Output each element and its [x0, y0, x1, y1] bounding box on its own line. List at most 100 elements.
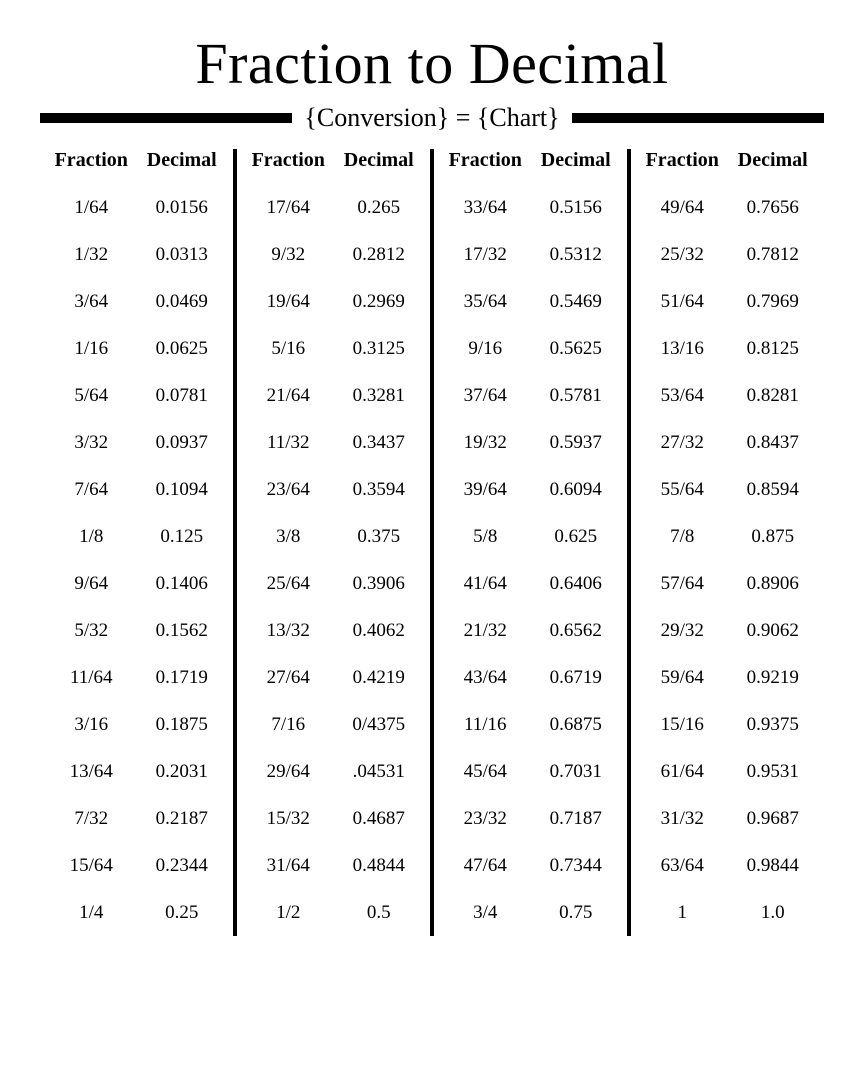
table-row: 1/20.5: [243, 889, 424, 936]
table-row: 7/160/4375: [243, 701, 424, 748]
decimal-cell: 0.7812: [728, 245, 819, 264]
decimal-cell: 0.75: [531, 903, 622, 922]
table-row: 13/640.2031: [46, 748, 227, 795]
fraction-cell: 1/64: [46, 198, 137, 217]
fraction-cell: 27/32: [637, 433, 728, 452]
fraction-cell: 1/8: [46, 527, 137, 546]
decimal-cell: 0.9219: [728, 668, 819, 687]
table-row: 1/640.0156: [46, 184, 227, 231]
decimal-cell: 0.7344: [531, 856, 622, 875]
decimal-cell: 0.5469: [531, 292, 622, 311]
conversion-chart: Fraction to Decimal {Conversion} = {Char…: [0, 0, 864, 966]
fraction-cell: 11/64: [46, 668, 137, 687]
fraction-cell: 25/64: [243, 574, 334, 593]
header-fraction: Fraction: [46, 149, 137, 172]
decimal-cell: 0.5312: [531, 245, 622, 264]
table-row: 5/80.625: [440, 513, 621, 560]
table-row: 19/320.5937: [440, 419, 621, 466]
fraction-cell: 55/64: [637, 480, 728, 499]
fraction-cell: 13/32: [243, 621, 334, 640]
header-decimal: Decimal: [137, 149, 228, 172]
table-row: 11.0: [637, 889, 818, 936]
decimal-cell: 0.1562: [137, 621, 228, 640]
decimal-cell: 0.2344: [137, 856, 228, 875]
fraction-cell: 9/16: [440, 339, 531, 358]
fraction-cell: 15/16: [637, 715, 728, 734]
table-row: 43/640.6719: [440, 654, 621, 701]
decimal-cell: 0.2031: [137, 762, 228, 781]
decimal-cell: 0.9687: [728, 809, 819, 828]
fraction-cell: 37/64: [440, 386, 531, 405]
table-row: 3/640.0469: [46, 278, 227, 325]
decimal-cell: 0.8125: [728, 339, 819, 358]
decimal-cell: 0.5: [334, 903, 425, 922]
table-row: 5/160.3125: [243, 325, 424, 372]
table-row: 1/80.125: [46, 513, 227, 560]
table-row: 33/640.5156: [440, 184, 621, 231]
decimal-cell: 0.2812: [334, 245, 425, 264]
table-row: 3/40.75: [440, 889, 621, 936]
fraction-cell: 17/64: [243, 198, 334, 217]
decimal-cell: .04531: [334, 762, 425, 781]
table-row: 15/320.4687: [243, 795, 424, 842]
decimal-cell: 0.2969: [334, 292, 425, 311]
decimal-cell: 0.8594: [728, 480, 819, 499]
fraction-cell: 17/32: [440, 245, 531, 264]
decimal-cell: 0.5625: [531, 339, 622, 358]
table-row: 9/640.1406: [46, 560, 227, 607]
fraction-cell: 7/64: [46, 480, 137, 499]
data-column: FractionDecimal49/640.765625/320.781251/…: [631, 149, 824, 936]
fraction-cell: 19/32: [440, 433, 531, 452]
table-row: 21/320.6562: [440, 607, 621, 654]
fraction-cell: 29/32: [637, 621, 728, 640]
fraction-cell: 9/32: [243, 245, 334, 264]
decimal-cell: 0.3125: [334, 339, 425, 358]
fraction-cell: 5/16: [243, 339, 334, 358]
table-row: 11/320.3437: [243, 419, 424, 466]
fraction-cell: 15/32: [243, 809, 334, 828]
fraction-cell: 5/64: [46, 386, 137, 405]
fraction-cell: 7/8: [637, 527, 728, 546]
fraction-cell: 7/32: [46, 809, 137, 828]
decimal-cell: 0.2187: [137, 809, 228, 828]
fraction-cell: 21/64: [243, 386, 334, 405]
header-fraction: Fraction: [440, 149, 531, 172]
table-row: 21/640.3281: [243, 372, 424, 419]
table-row: 5/640.0781: [46, 372, 227, 419]
table-row: 25/320.7812: [637, 231, 818, 278]
table-row: 9/320.2812: [243, 231, 424, 278]
decimal-cell: 0.9531: [728, 762, 819, 781]
table-row: 11/160.6875: [440, 701, 621, 748]
fraction-cell: 49/64: [637, 198, 728, 217]
table-row: 53/640.8281: [637, 372, 818, 419]
table-row: 63/640.9844: [637, 842, 818, 889]
table-row: 27/640.4219: [243, 654, 424, 701]
fraction-cell: 31/32: [637, 809, 728, 828]
fraction-cell: 19/64: [243, 292, 334, 311]
table-row: 49/640.7656: [637, 184, 818, 231]
table-row: 5/320.1562: [46, 607, 227, 654]
decimal-cell: 0.7969: [728, 292, 819, 311]
table-row: 9/160.5625: [440, 325, 621, 372]
column-header: FractionDecimal: [46, 149, 227, 172]
rule-left: [40, 113, 292, 123]
table-row: 23/640.3594: [243, 466, 424, 513]
data-column: FractionDecimal33/640.515617/320.531235/…: [434, 149, 631, 936]
decimal-cell: 0.5156: [531, 198, 622, 217]
decimal-cell: 0.6094: [531, 480, 622, 499]
decimal-cell: 0.3437: [334, 433, 425, 452]
table-row: 1/320.0313: [46, 231, 227, 278]
decimal-cell: 0.0469: [137, 292, 228, 311]
fraction-cell: 61/64: [637, 762, 728, 781]
fraction-cell: 3/8: [243, 527, 334, 546]
fraction-cell: 31/64: [243, 856, 334, 875]
decimal-cell: 0.125: [137, 527, 228, 546]
decimal-cell: 0.375: [334, 527, 425, 546]
decimal-cell: 0.3906: [334, 574, 425, 593]
table-row: 57/640.8906: [637, 560, 818, 607]
decimal-cell: 0.8437: [728, 433, 819, 452]
fraction-cell: 9/64: [46, 574, 137, 593]
table-row: 1/160.0625: [46, 325, 227, 372]
fraction-cell: 57/64: [637, 574, 728, 593]
fraction-cell: 41/64: [440, 574, 531, 593]
